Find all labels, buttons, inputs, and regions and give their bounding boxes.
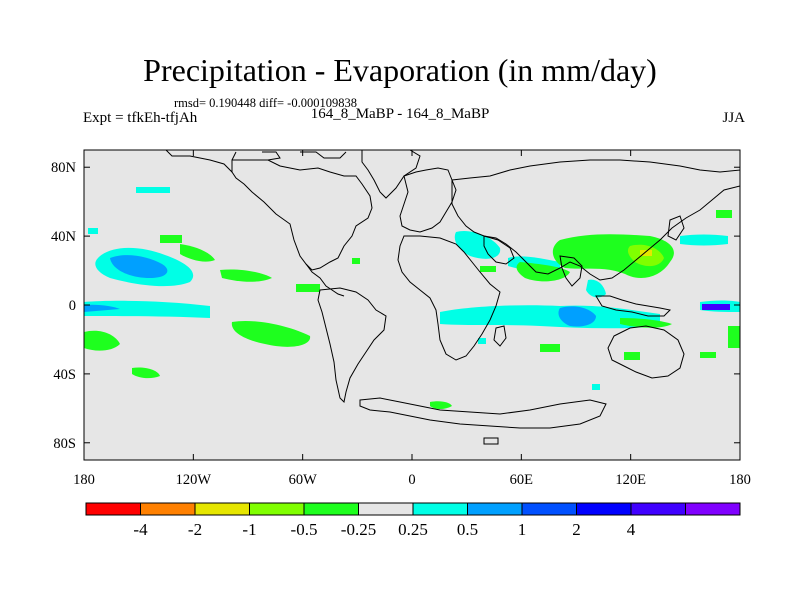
plot-title: Precipitation - Evaporation (in mm/day) bbox=[143, 52, 657, 88]
coastline-indonesia bbox=[595, 295, 672, 317]
latitude-axis: 80N 40N 0 40S 80S bbox=[51, 160, 740, 452]
colorbar-label: 1 bbox=[518, 520, 527, 539]
case-label: 164_8_MaBP - 164_8_MaBP bbox=[310, 106, 490, 122]
colorbar-swatch bbox=[630, 502, 686, 516]
anomaly-patch bbox=[84, 300, 210, 318]
coastline-alaska bbox=[165, 149, 237, 174]
anomaly-patch bbox=[558, 306, 596, 327]
anomaly-patch bbox=[620, 318, 672, 328]
anomaly-patch bbox=[430, 401, 452, 409]
anomaly-patch bbox=[478, 338, 486, 344]
lon-tick-label: 120W bbox=[176, 472, 212, 488]
anomaly-patch bbox=[110, 255, 168, 278]
lat-tick-label: 40N bbox=[51, 229, 77, 245]
lon-tick-label: 60W bbox=[289, 472, 318, 488]
colorbar-label: 0.25 bbox=[398, 520, 428, 539]
anomaly-patch bbox=[220, 269, 272, 282]
colorbar-label: -1 bbox=[242, 520, 256, 539]
anomaly-patch bbox=[480, 266, 496, 272]
colorbar-swatch bbox=[467, 502, 523, 516]
coastline-central-america bbox=[305, 263, 345, 297]
lon-tick-label: 180 bbox=[73, 472, 95, 488]
colorbar-swatch bbox=[358, 502, 414, 516]
coastline-australia bbox=[607, 325, 685, 379]
coastline-antarctic-island bbox=[483, 437, 499, 445]
colorbar-label: -0.25 bbox=[341, 520, 376, 539]
anomaly-patch bbox=[132, 367, 160, 379]
lon-tick-label: 120E bbox=[615, 472, 646, 488]
coastline-india bbox=[559, 255, 583, 287]
colorbar-label: -2 bbox=[188, 520, 202, 539]
anomaly-patch bbox=[516, 262, 570, 282]
anomaly-patch bbox=[592, 384, 600, 390]
colorbar-swatch bbox=[685, 502, 741, 516]
anomaly-patch bbox=[231, 320, 311, 347]
lat-tick-label: 80S bbox=[53, 436, 76, 452]
anomaly-patch bbox=[296, 284, 320, 292]
anomaly-patch bbox=[728, 326, 740, 348]
anomaly-patch bbox=[84, 330, 120, 351]
coastline-madagascar bbox=[493, 325, 507, 347]
anomaly-patch bbox=[440, 305, 660, 329]
anomaly-patch bbox=[454, 230, 501, 259]
lon-tick-label: 0 bbox=[408, 472, 415, 488]
experiment-label: Expt = tfkEh-tfjAh bbox=[83, 110, 198, 126]
colorbar-swatch bbox=[412, 502, 468, 516]
colorbar-swatch bbox=[576, 502, 632, 516]
anomaly-patch bbox=[160, 235, 182, 243]
colorbar-swatch bbox=[303, 502, 359, 516]
lon-tick-label: 60E bbox=[510, 472, 534, 488]
anomaly-patch bbox=[700, 352, 716, 358]
anomaly-patch bbox=[702, 304, 730, 310]
coastline-south-america bbox=[317, 287, 387, 404]
anomaly-patch bbox=[180, 244, 215, 262]
colorbar-swatch bbox=[194, 502, 250, 516]
anomaly-patch bbox=[680, 234, 728, 246]
colorbar: -4 -2 -1 -0.5 -0.25 0.25 0.5 1 2 4 bbox=[85, 502, 741, 539]
lat-tick-label: 0 bbox=[69, 298, 76, 314]
coastline-africa bbox=[397, 235, 501, 361]
coastline-canada-islands bbox=[262, 151, 347, 161]
anomaly-patch bbox=[88, 228, 98, 234]
season-label: JJA bbox=[722, 110, 745, 126]
coastline-antarctica bbox=[359, 397, 607, 429]
colorbar-swatch bbox=[140, 502, 196, 516]
anomaly-patch bbox=[624, 352, 640, 360]
coastline-japan bbox=[667, 215, 685, 241]
stats-label: rmsd= 0.190448 diff= -0.000109838 bbox=[174, 96, 357, 110]
anomaly-field bbox=[84, 187, 740, 409]
coastlines bbox=[165, 149, 741, 445]
lon-tick-label: 180 bbox=[729, 472, 751, 488]
anomaly-patch bbox=[586, 279, 606, 298]
colorbar-label: -4 bbox=[133, 520, 148, 539]
coastline-greenland bbox=[361, 149, 421, 199]
colorbar-label: 0.5 bbox=[457, 520, 478, 539]
colorbar-swatch bbox=[85, 502, 141, 516]
colorbar-label: -0.5 bbox=[291, 520, 318, 539]
lat-tick-label: 80N bbox=[51, 160, 77, 176]
colorbar-label: 2 bbox=[572, 520, 581, 539]
coastline-arabia bbox=[483, 235, 515, 265]
anomaly-patch bbox=[136, 187, 170, 193]
colorbar-label: 4 bbox=[627, 520, 636, 539]
anomaly-patch bbox=[84, 304, 120, 312]
coastline-north-america bbox=[231, 159, 373, 271]
longitude-axis: 180 120W 60W 0 60E 120E 180 bbox=[73, 150, 751, 488]
lat-tick-label: 40S bbox=[53, 367, 76, 383]
anomaly-patch bbox=[716, 210, 732, 218]
colorbar-swatch bbox=[249, 502, 305, 516]
anomaly-patch bbox=[540, 344, 560, 352]
coastline-asia bbox=[451, 159, 741, 281]
coastline-europe bbox=[399, 167, 457, 233]
anomaly-patch bbox=[352, 258, 360, 264]
colorbar-swatch bbox=[521, 502, 577, 516]
